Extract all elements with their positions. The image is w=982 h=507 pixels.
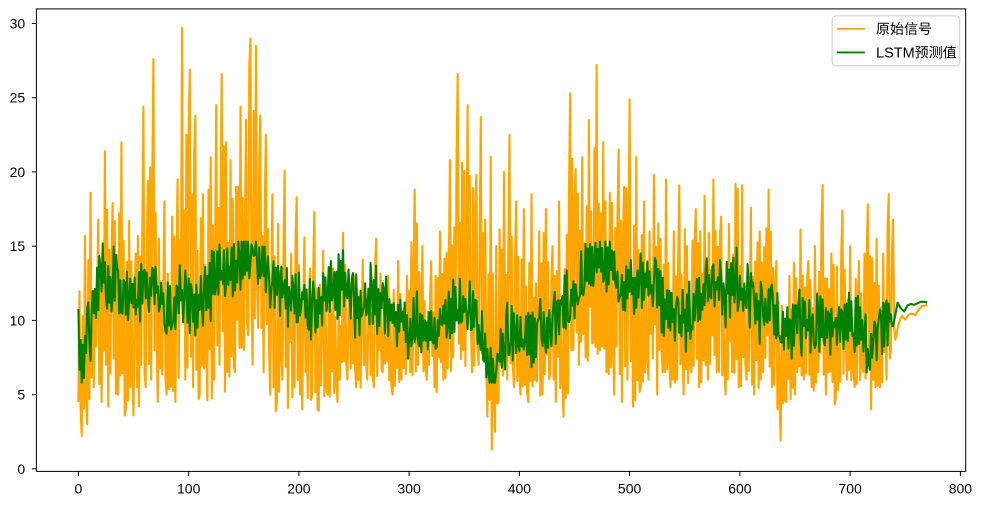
svg-text:25: 25	[10, 90, 26, 106]
svg-text:300: 300	[397, 481, 421, 497]
svg-text:400: 400	[508, 481, 532, 497]
svg-text:15: 15	[10, 238, 26, 254]
svg-text:20: 20	[10, 164, 26, 180]
svg-text:700: 700	[838, 481, 862, 497]
svg-text:0: 0	[75, 481, 83, 497]
svg-text:800: 800	[949, 481, 973, 497]
svg-text:100: 100	[177, 481, 201, 497]
svg-text:30: 30	[10, 16, 26, 32]
svg-text:600: 600	[728, 481, 752, 497]
svg-text:0: 0	[17, 461, 25, 477]
svg-text:10: 10	[10, 312, 26, 328]
svg-text:500: 500	[618, 481, 642, 497]
svg-text:5: 5	[17, 387, 25, 403]
svg-text:LSTM: LSTM	[876, 45, 915, 61]
svg-text:200: 200	[287, 481, 311, 497]
